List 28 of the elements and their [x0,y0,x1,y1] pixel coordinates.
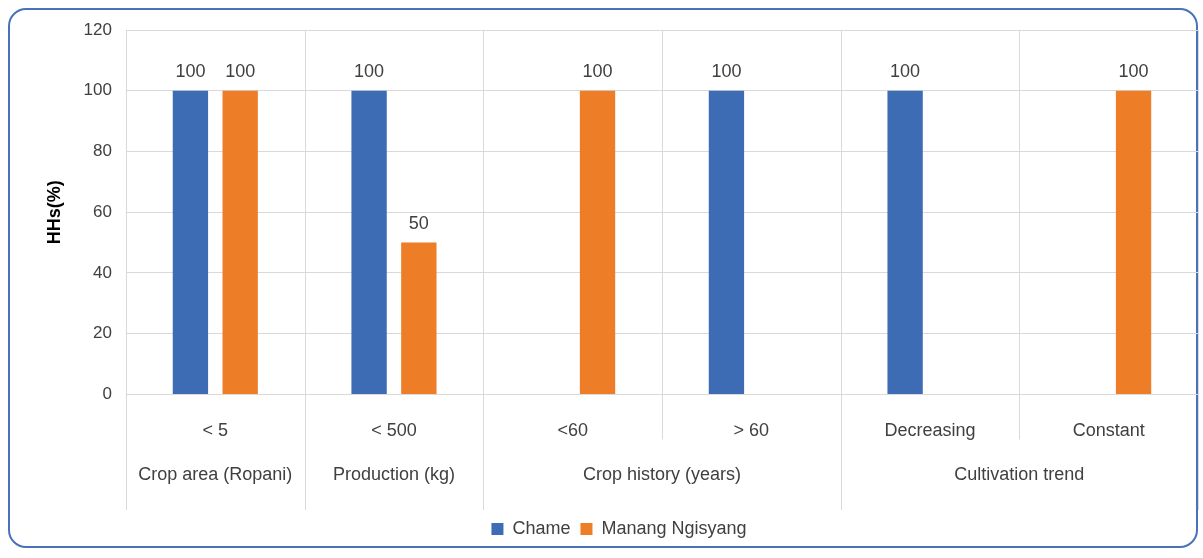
x-tick-label: < 5 [202,420,229,441]
y-tick-label: 20 [93,323,112,343]
y-axis-title: HHs(%) [43,180,64,245]
y-tick-label: 120 [83,19,112,39]
x-tick-label: < 500 [371,420,417,441]
x-tick-label: > 60 [733,420,770,441]
data-label: 50 [408,212,429,233]
y-tick-label: 0 [102,384,112,404]
data-label: 100 [1118,60,1149,81]
x-tick-label: <60 [557,420,588,441]
text: Crop area (Ropani) [138,463,293,484]
text: Crop history (years) [582,463,742,484]
y-tick-label: 100 [83,80,112,100]
x-tick-label: Decreasing [884,420,976,441]
data-label: 100 [354,60,385,81]
data-label: 100 [890,60,921,81]
data-label: 100 [225,60,256,81]
y-tick-label: 40 [93,262,112,282]
data-label: 100 [711,60,742,81]
legend-label: Manang Ngisyang [601,517,747,538]
text: Cultivation trend [954,463,1085,484]
data-label: 100 [175,60,206,81]
text: Production (kg) [332,463,455,484]
data-label: 100 [582,60,613,81]
y-tick-label: 80 [93,141,112,161]
x-tick-label: Constant [1072,420,1145,441]
legend-label: Chame [512,517,571,538]
y-tick-label: 60 [93,201,112,221]
